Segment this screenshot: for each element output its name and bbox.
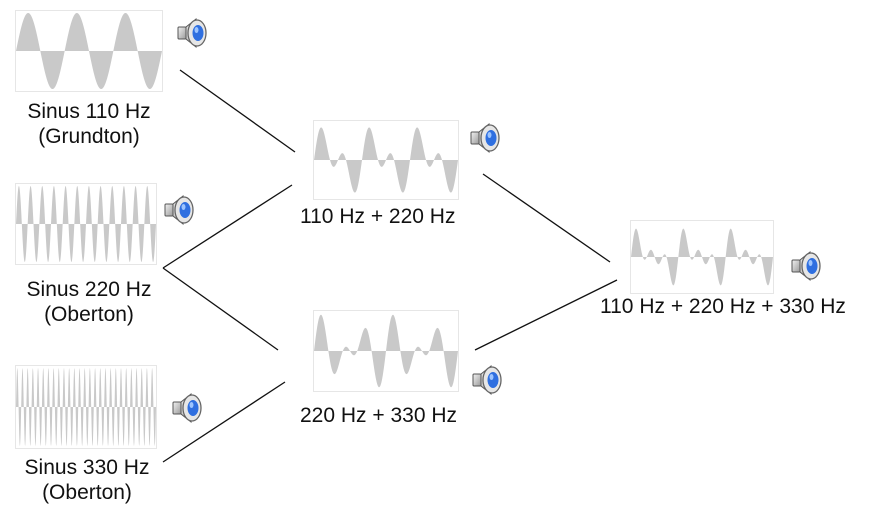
- label-mix-110-220-line1: 110 Hz + 220 Hz: [300, 205, 456, 228]
- label-sine-110-line2: (Grundton): [38, 125, 140, 148]
- waveform-shape: [16, 368, 156, 446]
- speaker-icon[interactable]: [470, 362, 504, 398]
- link-220-to-mix1: [162, 184, 293, 269]
- label-mix-all: 110 Hz + 220 Hz + 330 Hz: [600, 294, 882, 319]
- link-110-to-mix1: [179, 69, 296, 153]
- waveform-sine-110: [15, 10, 163, 92]
- speaker-icon[interactable]: [175, 15, 209, 51]
- label-sine-220-line1: Sinus 220 Hz: [26, 278, 152, 301]
- waveform-sine-330: [15, 365, 157, 449]
- waveform-mix-220-330: [313, 310, 459, 392]
- label-sine-330-line2: (Oberton): [42, 481, 132, 504]
- waveform-shape: [16, 13, 162, 89]
- waveform-sine-220: [15, 183, 157, 265]
- label-sine-110: Sinus 110 Hz (Grundton): [10, 99, 168, 149]
- label-sine-330: Sinus 330 Hz (Oberton): [8, 455, 166, 505]
- link-220-to-mix2: [162, 267, 279, 351]
- speaker-icon[interactable]: [162, 192, 196, 228]
- label-sine-220-line2: (Oberton): [44, 303, 134, 326]
- waveform-shape: [314, 127, 458, 193]
- speaker-icon[interactable]: [789, 248, 823, 284]
- label-sine-220: Sinus 220 Hz (Oberton): [10, 277, 168, 327]
- link-330-to-mix2: [162, 381, 286, 463]
- label-mix-220-330: 220 Hz + 330 Hz: [300, 403, 480, 428]
- speaker-icon[interactable]: [468, 120, 502, 156]
- link-mix1-to-mixall: [482, 173, 611, 263]
- label-mix-110-220: 110 Hz + 220 Hz: [300, 204, 480, 229]
- label-sine-110-line1: Sinus 110 Hz: [27, 100, 151, 123]
- waveform-mix-110-220: [313, 120, 459, 200]
- link-mix2-to-mixall: [474, 279, 618, 351]
- waveform-shape: [16, 186, 156, 262]
- speaker-icon[interactable]: [170, 390, 204, 426]
- label-mix-all-line1: 110 Hz + 220 Hz + 330 Hz: [600, 295, 846, 318]
- label-sine-330-line1: Sinus 330 Hz: [24, 456, 150, 479]
- waveform-shape: [631, 228, 773, 286]
- waveform-shape: [314, 314, 458, 388]
- label-mix-220-330-line1: 220 Hz + 330 Hz: [300, 404, 458, 427]
- waveform-mix-all: [630, 220, 774, 294]
